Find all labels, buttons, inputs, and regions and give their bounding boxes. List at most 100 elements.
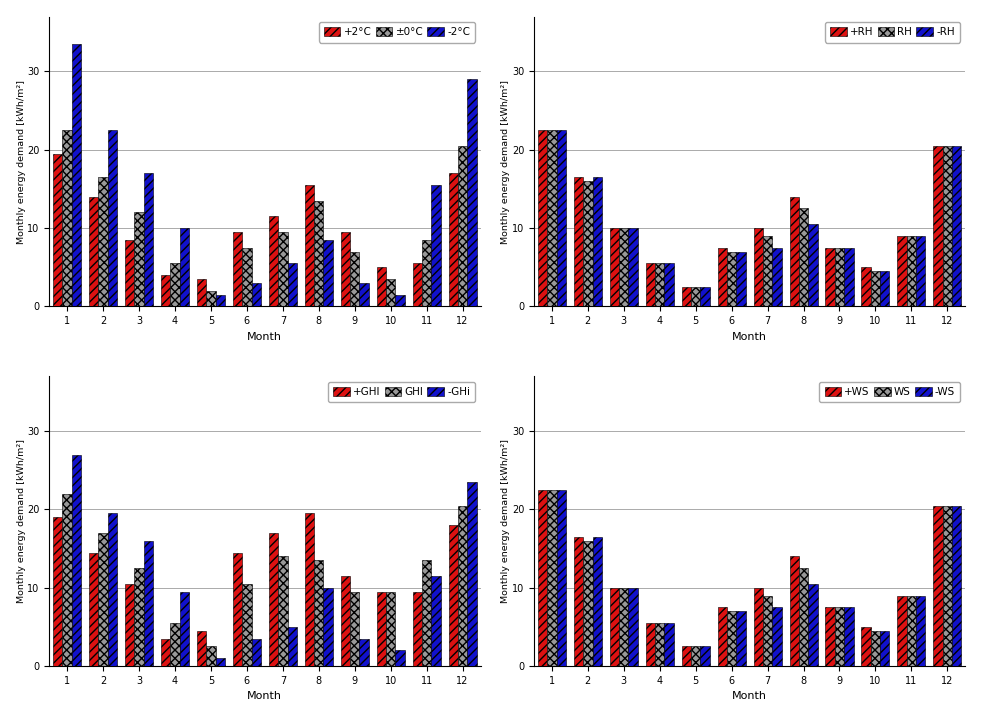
Bar [619,228,628,307]
Bar [251,638,261,666]
Bar [89,197,98,307]
X-axis label: Month: Month [247,691,283,701]
Bar [98,533,108,666]
Bar [108,130,117,307]
Bar [573,177,583,307]
Bar [197,279,206,307]
Y-axis label: Monthly energy demand [kWh/m²]: Monthly energy demand [kWh/m²] [502,439,511,603]
Bar [772,607,782,666]
Bar [763,236,772,307]
Bar [753,588,763,666]
Bar [206,646,216,666]
Bar [871,271,880,307]
Bar [98,177,108,307]
Bar [449,525,458,666]
Bar [135,213,143,307]
Bar [700,646,710,666]
Bar [359,638,369,666]
Bar [583,541,592,666]
Bar [431,185,441,307]
Bar [610,588,619,666]
Bar [826,607,835,666]
Y-axis label: Monthly energy demand [kWh/m²]: Monthly energy demand [kWh/m²] [502,80,511,243]
Bar [449,173,458,307]
Bar [63,130,72,307]
Bar [573,537,583,666]
Bar [63,494,72,666]
Bar [72,454,82,666]
Legend: +RH, RH, -RH: +RH, RH, -RH [825,22,960,42]
Bar [216,658,225,666]
Bar [943,146,952,307]
Bar [835,248,845,307]
Bar [135,568,143,666]
Bar [467,79,476,307]
Bar [952,146,961,307]
Y-axis label: Monthly energy demand [kWh/m²]: Monthly energy demand [kWh/m²] [17,80,26,243]
Bar [906,596,916,666]
Bar [386,592,396,666]
Bar [323,240,333,307]
Bar [180,592,189,666]
Bar [314,560,323,666]
Legend: +WS, WS, -WS: +WS, WS, -WS [819,381,960,402]
Bar [808,224,818,307]
Bar [655,264,665,307]
Bar [304,513,314,666]
Bar [898,236,906,307]
Bar [143,541,153,666]
Bar [665,623,674,666]
Bar [592,537,602,666]
Bar [278,232,288,307]
Bar [314,200,323,307]
Bar [700,286,710,307]
Bar [53,517,63,666]
Bar [753,228,763,307]
Bar [216,294,225,307]
Bar [547,130,557,307]
Bar [628,588,637,666]
Bar [233,232,243,307]
Bar [377,267,386,307]
Bar [269,216,278,307]
Bar [898,596,906,666]
Bar [377,592,386,666]
Bar [180,228,189,307]
Bar [412,264,422,307]
Bar [808,584,818,666]
Bar [458,146,467,307]
Bar [916,236,925,307]
Bar [359,283,369,307]
Bar [323,588,333,666]
Bar [341,576,350,666]
Bar [691,646,700,666]
Bar [467,482,476,666]
Bar [880,271,890,307]
Legend: +2°C, ±0°C, -2°C: +2°C, ±0°C, -2°C [318,22,475,42]
Bar [538,490,547,666]
Bar [422,560,431,666]
Bar [108,513,117,666]
Bar [458,505,467,666]
Bar [861,267,871,307]
Bar [233,553,243,666]
Bar [646,264,655,307]
Bar [610,228,619,307]
Bar [619,588,628,666]
Bar [170,264,180,307]
Bar [197,631,206,666]
Bar [790,556,799,666]
Bar [583,181,592,307]
Bar [727,251,736,307]
X-axis label: Month: Month [733,691,767,701]
Bar [736,611,745,666]
Bar [871,631,880,666]
Legend: +GHI, GHI, -GHi: +GHI, GHI, -GHi [328,381,475,402]
Bar [943,505,952,666]
Bar [143,173,153,307]
Bar [592,177,602,307]
Bar [933,505,943,666]
Bar [251,283,261,307]
Bar [845,248,853,307]
X-axis label: Month: Month [733,332,767,342]
